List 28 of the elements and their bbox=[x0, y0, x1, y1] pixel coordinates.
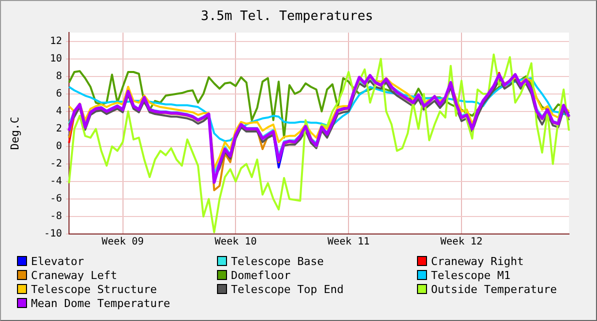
legend-label: Domefloor bbox=[231, 268, 291, 282]
x-tick-label: Week 11 bbox=[327, 236, 370, 248]
x-tick-label: Week 12 bbox=[440, 236, 483, 248]
x-tick-label: Week 09 bbox=[102, 236, 144, 248]
legend-label: Elevator bbox=[31, 254, 84, 268]
chart-title: 3.5m Tel. Temperatures bbox=[200, 9, 374, 24]
legend-label: Craneway Right bbox=[431, 254, 524, 268]
y-tick-label: 4 bbox=[56, 106, 62, 117]
legend-label: Outside Temperature bbox=[431, 282, 557, 296]
y-tick-label: 0 bbox=[56, 141, 62, 152]
legend-label: Telescope Structure bbox=[31, 282, 157, 296]
y-tick-label: -10 bbox=[44, 228, 62, 240]
y-tick-label: -6 bbox=[50, 194, 62, 205]
y-tick-label: -2 bbox=[50, 158, 62, 170]
y-tick-label: 10 bbox=[50, 53, 62, 64]
legend-label: Mean Dome Temperature bbox=[31, 296, 170, 310]
legend-label: Telescope M1 bbox=[431, 268, 510, 282]
legend-label: Craneway Left bbox=[31, 268, 118, 282]
y-tick-label: 12 bbox=[50, 36, 62, 47]
x-tick-label: Week 10 bbox=[214, 236, 257, 248]
y-axis-title: Deg.C bbox=[8, 116, 22, 150]
y-tick-label: -4 bbox=[50, 176, 62, 188]
y-tick-label: 2 bbox=[56, 124, 62, 135]
legend-label: Telescope Base bbox=[231, 254, 324, 268]
y-tick-label: -8 bbox=[50, 211, 62, 222]
y-tick-label: 6 bbox=[56, 88, 62, 100]
y-tick-label: 8 bbox=[56, 70, 62, 82]
legend-label: Telescope Top End bbox=[231, 282, 344, 296]
